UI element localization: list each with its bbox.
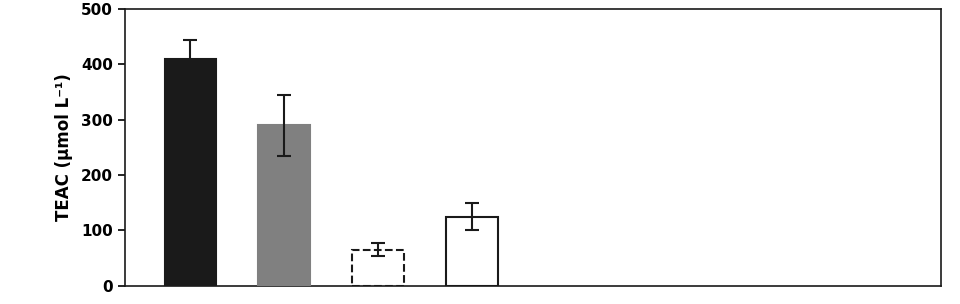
Bar [258,125,310,286]
Bar [352,250,404,286]
Y-axis label: TEAC (μmol L⁻¹): TEAC (μmol L⁻¹) [55,74,73,221]
Bar [165,59,216,286]
Bar [446,216,497,286]
